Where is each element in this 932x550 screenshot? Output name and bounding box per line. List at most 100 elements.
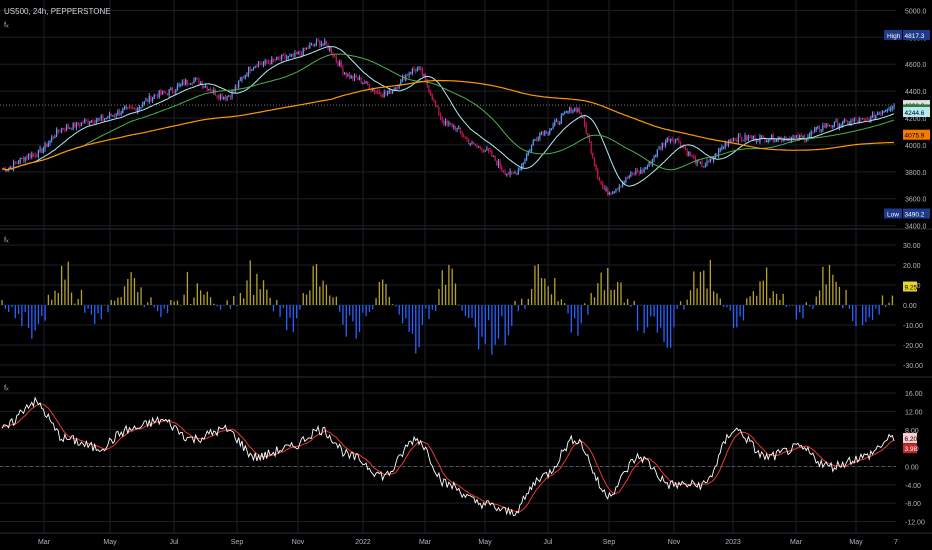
histogram-bar[interactable] [421, 305, 424, 325]
histogram-bar[interactable] [77, 298, 79, 305]
candle-body[interactable] [734, 138, 736, 140]
candle-body[interactable] [582, 117, 584, 119]
candle-body[interactable] [113, 115, 116, 117]
histogram-bar[interactable] [27, 305, 30, 329]
candle-body[interactable] [196, 78, 198, 80]
histogram-bar[interactable] [607, 267, 609, 305]
histogram-bar[interactable] [448, 264, 450, 305]
candle-body[interactable] [249, 67, 251, 71]
candle-body[interactable] [363, 82, 366, 84]
histogram-bar[interactable] [252, 295, 255, 305]
candle-body[interactable] [663, 142, 665, 146]
candle-body[interactable] [300, 53, 303, 56]
histogram-bar[interactable] [550, 294, 553, 305]
candle-body[interactable] [482, 150, 485, 152]
histogram-bar[interactable] [233, 296, 235, 305]
candle-body[interactable] [683, 145, 685, 149]
histogram-bar[interactable] [246, 280, 248, 305]
histogram-bar[interactable] [17, 305, 20, 315]
candle-body[interactable] [357, 77, 359, 80]
candle-body[interactable] [223, 97, 225, 99]
histogram-bar[interactable] [368, 305, 371, 313]
histogram-bar[interactable] [593, 297, 596, 305]
histogram-bar[interactable] [272, 305, 275, 312]
candle-body[interactable] [810, 131, 812, 135]
histogram-bar[interactable] [4, 305, 7, 309]
histogram-bar[interactable] [689, 290, 692, 305]
ma-mid-line[interactable] [1, 53, 895, 171]
candle-body[interactable] [499, 161, 501, 168]
histogram-bar[interactable] [444, 284, 447, 305]
histogram-bar[interactable] [842, 305, 844, 309]
candle-body[interactable] [446, 120, 448, 124]
histogram-bar[interactable] [785, 305, 788, 307]
candle-body[interactable] [186, 79, 188, 84]
histogram-bar[interactable] [802, 305, 804, 319]
candle-body[interactable] [72, 123, 74, 130]
candle-body[interactable] [478, 146, 480, 148]
candle-body[interactable] [792, 136, 794, 138]
candle-body[interactable] [458, 127, 460, 129]
histogram-bar[interactable] [11, 305, 13, 308]
candle-body[interactable] [507, 173, 510, 175]
candle-body[interactable] [522, 162, 524, 165]
candle-body[interactable] [332, 54, 334, 57]
histogram-bar[interactable] [160, 305, 162, 318]
histogram-bar[interactable] [219, 305, 222, 310]
histogram-bar[interactable] [199, 290, 202, 305]
candle-body[interactable] [145, 99, 147, 102]
candle-body[interactable] [704, 165, 706, 167]
candle-body[interactable] [865, 118, 867, 120]
candle-body[interactable] [850, 120, 852, 124]
histogram-bar[interactable] [858, 305, 860, 306]
candle-body[interactable] [774, 141, 776, 143]
candle-body[interactable] [208, 89, 210, 91]
candle-body[interactable] [868, 118, 870, 122]
histogram-bar[interactable] [517, 305, 520, 312]
candle-body[interactable] [416, 68, 418, 72]
histogram-bar[interactable] [358, 305, 361, 333]
candle-body[interactable] [732, 138, 735, 142]
candle-body[interactable] [320, 43, 322, 46]
candle-body[interactable] [747, 136, 749, 140]
candle-body[interactable] [605, 188, 607, 190]
candle-body[interactable] [501, 167, 503, 170]
histogram-bar[interactable] [693, 271, 695, 305]
candle-body[interactable] [492, 155, 495, 157]
histogram-bar[interactable] [514, 300, 516, 305]
histogram-bar[interactable] [190, 303, 192, 305]
candle-body[interactable] [334, 56, 336, 58]
histogram-bar[interactable] [156, 305, 159, 312]
histogram-bar[interactable] [736, 305, 738, 328]
candle-body[interactable] [468, 139, 470, 144]
histogram-bar[interactable] [229, 305, 232, 309]
histogram-bar[interactable] [888, 302, 890, 305]
candle-body[interactable] [69, 128, 71, 130]
candle-body[interactable] [110, 114, 112, 116]
candle-body[interactable] [689, 152, 692, 157]
histogram-bar[interactable] [461, 305, 463, 311]
candle-body[interactable] [612, 192, 614, 195]
candle-body[interactable] [577, 109, 579, 112]
candle-body[interactable] [729, 140, 731, 142]
candle-body[interactable] [486, 148, 488, 151]
candle-body[interactable] [204, 85, 207, 87]
candle-body[interactable] [711, 158, 713, 161]
candle-body[interactable] [127, 107, 129, 109]
histogram-bar[interactable] [732, 305, 735, 329]
histogram-bar[interactable] [282, 305, 285, 308]
candle-body[interactable] [560, 115, 562, 124]
candle-body[interactable] [873, 113, 875, 119]
candle-body[interactable] [383, 92, 385, 97]
candle-body[interactable] [415, 69, 417, 72]
histogram-bar[interactable] [600, 272, 602, 305]
candle-body[interactable] [330, 48, 332, 55]
candle-body[interactable] [655, 155, 657, 158]
candle-body[interactable] [276, 56, 278, 61]
candle-body[interactable] [509, 171, 511, 175]
candle-body[interactable] [638, 172, 640, 174]
candle-body[interactable] [631, 172, 634, 174]
candle-body[interactable] [726, 143, 728, 146]
histogram-bar[interactable] [481, 305, 483, 337]
candle-body[interactable] [153, 95, 155, 98]
